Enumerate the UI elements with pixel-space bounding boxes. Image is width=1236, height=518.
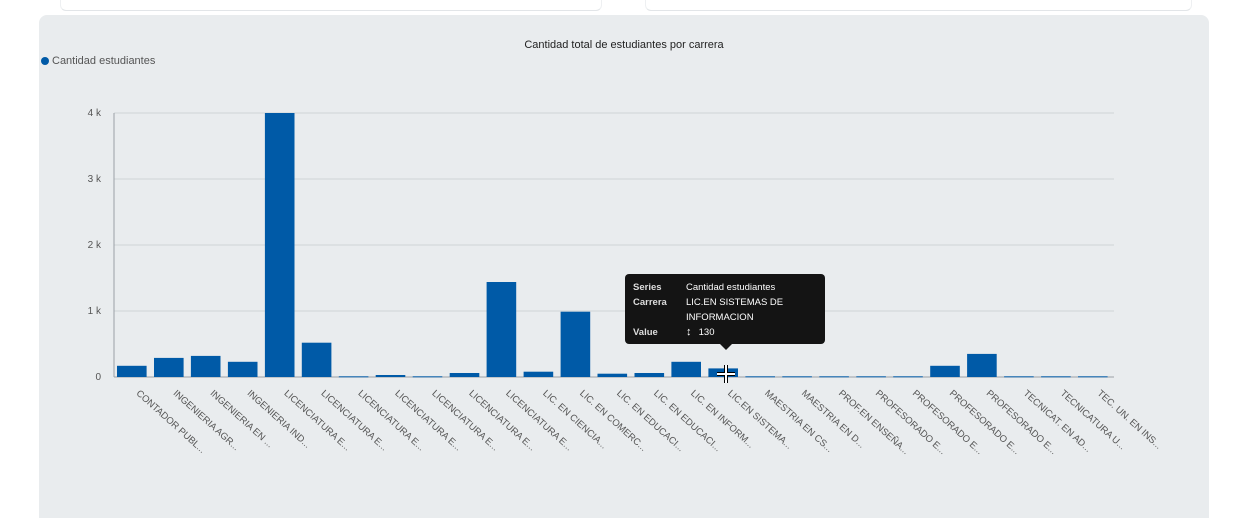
- x-tick-label: MAESTRIA EN D...: [799, 388, 867, 451]
- x-tick-label: LICENCIATURA E...: [282, 388, 353, 453]
- x-tick-label: INGENIERIA IND...: [245, 388, 313, 451]
- bar[interactable]: [1078, 376, 1108, 378]
- bar[interactable]: [375, 375, 406, 377]
- bar[interactable]: [486, 282, 517, 377]
- x-tick-label: LIC. EN EDUCACI...: [614, 388, 686, 454]
- bar[interactable]: [523, 371, 554, 377]
- bar[interactable]: [154, 357, 184, 377]
- bar[interactable]: [190, 355, 221, 377]
- bar-chart: 01 k2 k3 k4 k CONTADOR PUBL...INGENIERIA…: [88, 108, 1164, 457]
- tooltip-series-value: Cantidad estudiantes: [686, 282, 776, 293]
- tooltip-series-label: Series: [633, 282, 662, 293]
- bar[interactable]: [449, 373, 480, 377]
- bar[interactable]: [893, 376, 923, 378]
- x-tick-label: MAESTRIA EN CS...: [762, 388, 834, 455]
- x-tick-label: CONTADOR PUBL...: [134, 388, 208, 456]
- chart-title: Cantidad total de estudiantes por carrer…: [524, 39, 724, 51]
- x-tick-label: LIC. EN COMERC...: [577, 388, 648, 454]
- previous-card-edge: [60, 0, 602, 11]
- x-tick-label: LICENCIATURA E...: [319, 388, 390, 453]
- y-tick-label: 4 k: [88, 108, 102, 119]
- chart-panel: Cantidad total de estudiantes por carrer…: [39, 15, 1209, 518]
- bar[interactable]: [301, 342, 332, 377]
- tooltip-value-label: Value: [633, 327, 658, 338]
- bar[interactable]: [117, 365, 147, 377]
- bar[interactable]: [745, 376, 775, 378]
- x-tick-label: TECNICAT. EN AD...: [1021, 388, 1093, 455]
- legend-label: Cantidad estudiantes: [52, 55, 156, 67]
- x-tick-label: LIC. EN CIENCIA...: [540, 388, 609, 451]
- x-tick-label: LICENCIATURA E...: [503, 388, 574, 453]
- tooltip-category-label: Carrera: [633, 297, 667, 308]
- x-tick-label: PROFESORADO E...: [947, 388, 1022, 457]
- x-tick-label: PROFESORADO E...: [910, 388, 985, 457]
- x-tick-label: LIC. EN EDUCACI...: [651, 388, 723, 454]
- bar[interactable]: [227, 361, 258, 377]
- bar[interactable]: [930, 365, 960, 377]
- bar[interactable]: [856, 376, 886, 378]
- y-tick-label: 3 k: [88, 174, 102, 185]
- tooltip: Series Cantidad estudiantes Carrera LIC.…: [625, 274, 825, 350]
- x-tick-label: LICENCIATURA E...: [429, 388, 500, 453]
- x-tick-label: TEC. UN. EN INS...: [1095, 388, 1164, 452]
- bar[interactable]: [671, 361, 701, 377]
- x-tick-label: PROFESORADO E...: [873, 388, 948, 457]
- tooltip-value-value: 130: [698, 327, 715, 338]
- bar[interactable]: [1004, 376, 1034, 378]
- bar[interactable]: [1041, 376, 1071, 378]
- y-tick-label: 2 k: [88, 240, 102, 251]
- x-tick-label: TECNICATURA U...: [1058, 388, 1128, 452]
- bar[interactable]: [819, 376, 849, 378]
- bar[interactable]: [634, 373, 665, 377]
- legend-swatch: [41, 57, 49, 65]
- bar[interactable]: [412, 376, 443, 378]
- crosshair-cursor-icon: [717, 365, 735, 383]
- x-tick-label: LICENCIATURA E...: [392, 388, 463, 453]
- tooltip-category-value: LIC.EN SISTEMAS DE INFORMACION: [686, 297, 784, 323]
- x-tick-label: INGENIERIA EN ...: [208, 388, 275, 450]
- x-tick-label: LIC. EN INFORM...: [688, 388, 756, 451]
- legend[interactable]: Cantidad estudiantes: [41, 55, 155, 67]
- bar[interactable]: [597, 373, 628, 377]
- x-tick-label: LICENCIATURA E...: [356, 388, 427, 453]
- x-tick-label: LIC.EN SISTEMA...: [725, 388, 794, 452]
- vertical-arrows-icon: ↕: [686, 326, 692, 338]
- bar[interactable]: [967, 353, 997, 377]
- y-tick-label: 0: [95, 372, 101, 383]
- bar[interactable]: [264, 113, 295, 377]
- bar[interactable]: [782, 376, 812, 378]
- y-tick-label: 1 k: [88, 306, 102, 317]
- bar[interactable]: [560, 311, 591, 377]
- x-tick-label: LICENCIATURA E...: [466, 388, 537, 453]
- x-tick-label: INGENIERIA AGR...: [171, 388, 242, 453]
- x-tick-label: PROFESORADO E...: [984, 388, 1059, 457]
- x-tick-label: PROF.EN ENSEÑA...: [836, 388, 911, 457]
- previous-card-edge-right: [645, 0, 1192, 11]
- bar[interactable]: [338, 376, 369, 378]
